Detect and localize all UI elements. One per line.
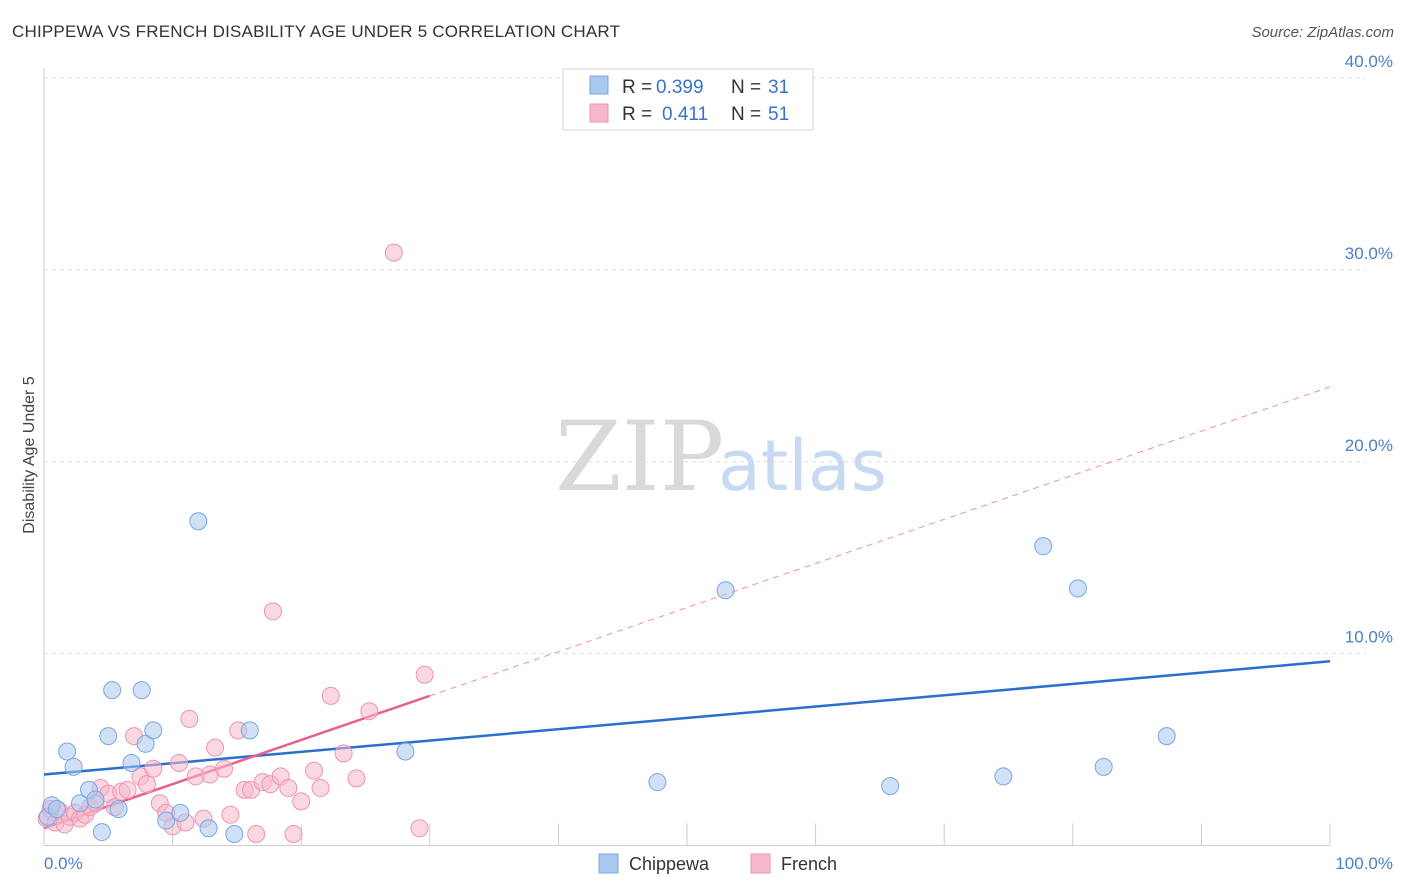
data-point-french	[321, 686, 340, 705]
legend-swatch-chippewa	[589, 75, 609, 95]
data-point-chippewa	[396, 742, 415, 761]
data-point-french	[118, 780, 137, 799]
gridlines	[44, 77, 1366, 655]
data-point-french	[415, 665, 434, 684]
legend-r-value-chippewa: 0.399	[656, 77, 704, 98]
legend-n-label-french: N =	[731, 104, 761, 125]
bottom-legend-swatch-french	[750, 853, 771, 874]
data-point-french	[180, 709, 199, 728]
legend-r-value-french: 0.411	[662, 104, 708, 125]
trend-line-chippewa	[43, 660, 1331, 776]
data-point-chippewa	[109, 800, 128, 819]
x-tick-min: 0.0%	[44, 854, 83, 873]
data-point-french	[170, 753, 189, 772]
data-point-chippewa	[171, 803, 190, 822]
data-point-french	[410, 819, 429, 838]
data-point-french	[284, 824, 303, 843]
y-tick-labels: 10.0% 20.0% 30.0% 40.0%	[1345, 52, 1393, 647]
legend-r-label-french: R =	[622, 104, 652, 125]
data-points	[37, 243, 1176, 843]
data-point-chippewa	[99, 727, 118, 746]
data-point-french	[206, 738, 225, 757]
legend-n-value-chippewa: 31	[768, 77, 789, 98]
data-point-chippewa	[225, 824, 244, 843]
data-point-chippewa	[157, 811, 176, 830]
axes	[43, 68, 1331, 846]
bottom-legend-chippewa: Chippewa	[629, 854, 710, 874]
data-point-chippewa	[92, 823, 111, 842]
legend-n-label-chippewa: N =	[731, 77, 761, 98]
data-point-french	[263, 602, 282, 621]
watermark-zip: ZIP	[555, 401, 724, 513]
data-point-chippewa	[881, 777, 900, 796]
data-point-chippewa	[122, 753, 141, 772]
data-point-french	[137, 775, 156, 794]
y-tick-label: 30.0%	[1345, 244, 1393, 263]
chart-title: CHIPPEWA VS FRENCH DISABILITY AGE UNDER …	[12, 22, 621, 41]
data-point-chippewa	[144, 721, 163, 740]
data-point-chippewa	[136, 734, 155, 753]
data-point-chippewa	[199, 819, 218, 838]
data-point-chippewa	[1034, 537, 1053, 556]
data-point-chippewa	[103, 681, 122, 700]
data-point-chippewa	[64, 757, 83, 776]
data-point-chippewa	[58, 742, 77, 761]
bottom-legend: Chippewa French	[598, 853, 837, 874]
bottom-legend-french: French	[781, 854, 837, 874]
legend: R = 0.399 N = 31 R = 0.411 N = 51	[562, 68, 814, 131]
data-point-french	[311, 778, 330, 797]
y-tick-label: 20.0%	[1345, 436, 1393, 455]
data-point-french	[144, 759, 163, 778]
y-tick-label: 10.0%	[1345, 628, 1393, 647]
data-point-french	[384, 243, 403, 262]
data-point-french	[279, 778, 298, 797]
trend-line-french-extrapolated	[429, 386, 1331, 697]
legend-r-label-chippewa: R =	[622, 77, 652, 98]
y-tick-label: 40.0%	[1345, 52, 1393, 71]
data-point-chippewa	[189, 512, 208, 531]
data-point-french	[334, 744, 353, 763]
legend-swatch-french	[589, 103, 609, 123]
source-label: Source: ZipAtlas.com	[1251, 24, 1394, 41]
data-point-french	[292, 792, 311, 811]
data-point-french	[221, 805, 240, 824]
data-point-chippewa	[240, 721, 259, 740]
data-point-french	[247, 824, 266, 843]
data-point-french	[360, 702, 379, 721]
data-point-french	[305, 761, 324, 780]
legend-n-value-french: 51	[768, 104, 789, 125]
data-point-chippewa	[648, 773, 667, 792]
x-tick-max: 100.0%	[1335, 854, 1393, 873]
y-axis-label: Disability Age Under 5	[21, 376, 38, 534]
data-point-french	[347, 769, 366, 788]
data-point-chippewa	[86, 790, 105, 809]
data-point-chippewa	[1094, 757, 1113, 776]
data-point-chippewa	[1157, 727, 1176, 746]
data-point-chippewa	[994, 767, 1013, 786]
data-point-chippewa	[132, 681, 151, 700]
data-point-chippewa	[1068, 579, 1087, 598]
data-point-chippewa	[47, 800, 66, 819]
data-point-french	[215, 759, 234, 778]
data-point-chippewa	[716, 581, 735, 600]
bottom-legend-swatch-chippewa	[598, 853, 619, 874]
watermark-atlas: atlas	[718, 425, 887, 507]
